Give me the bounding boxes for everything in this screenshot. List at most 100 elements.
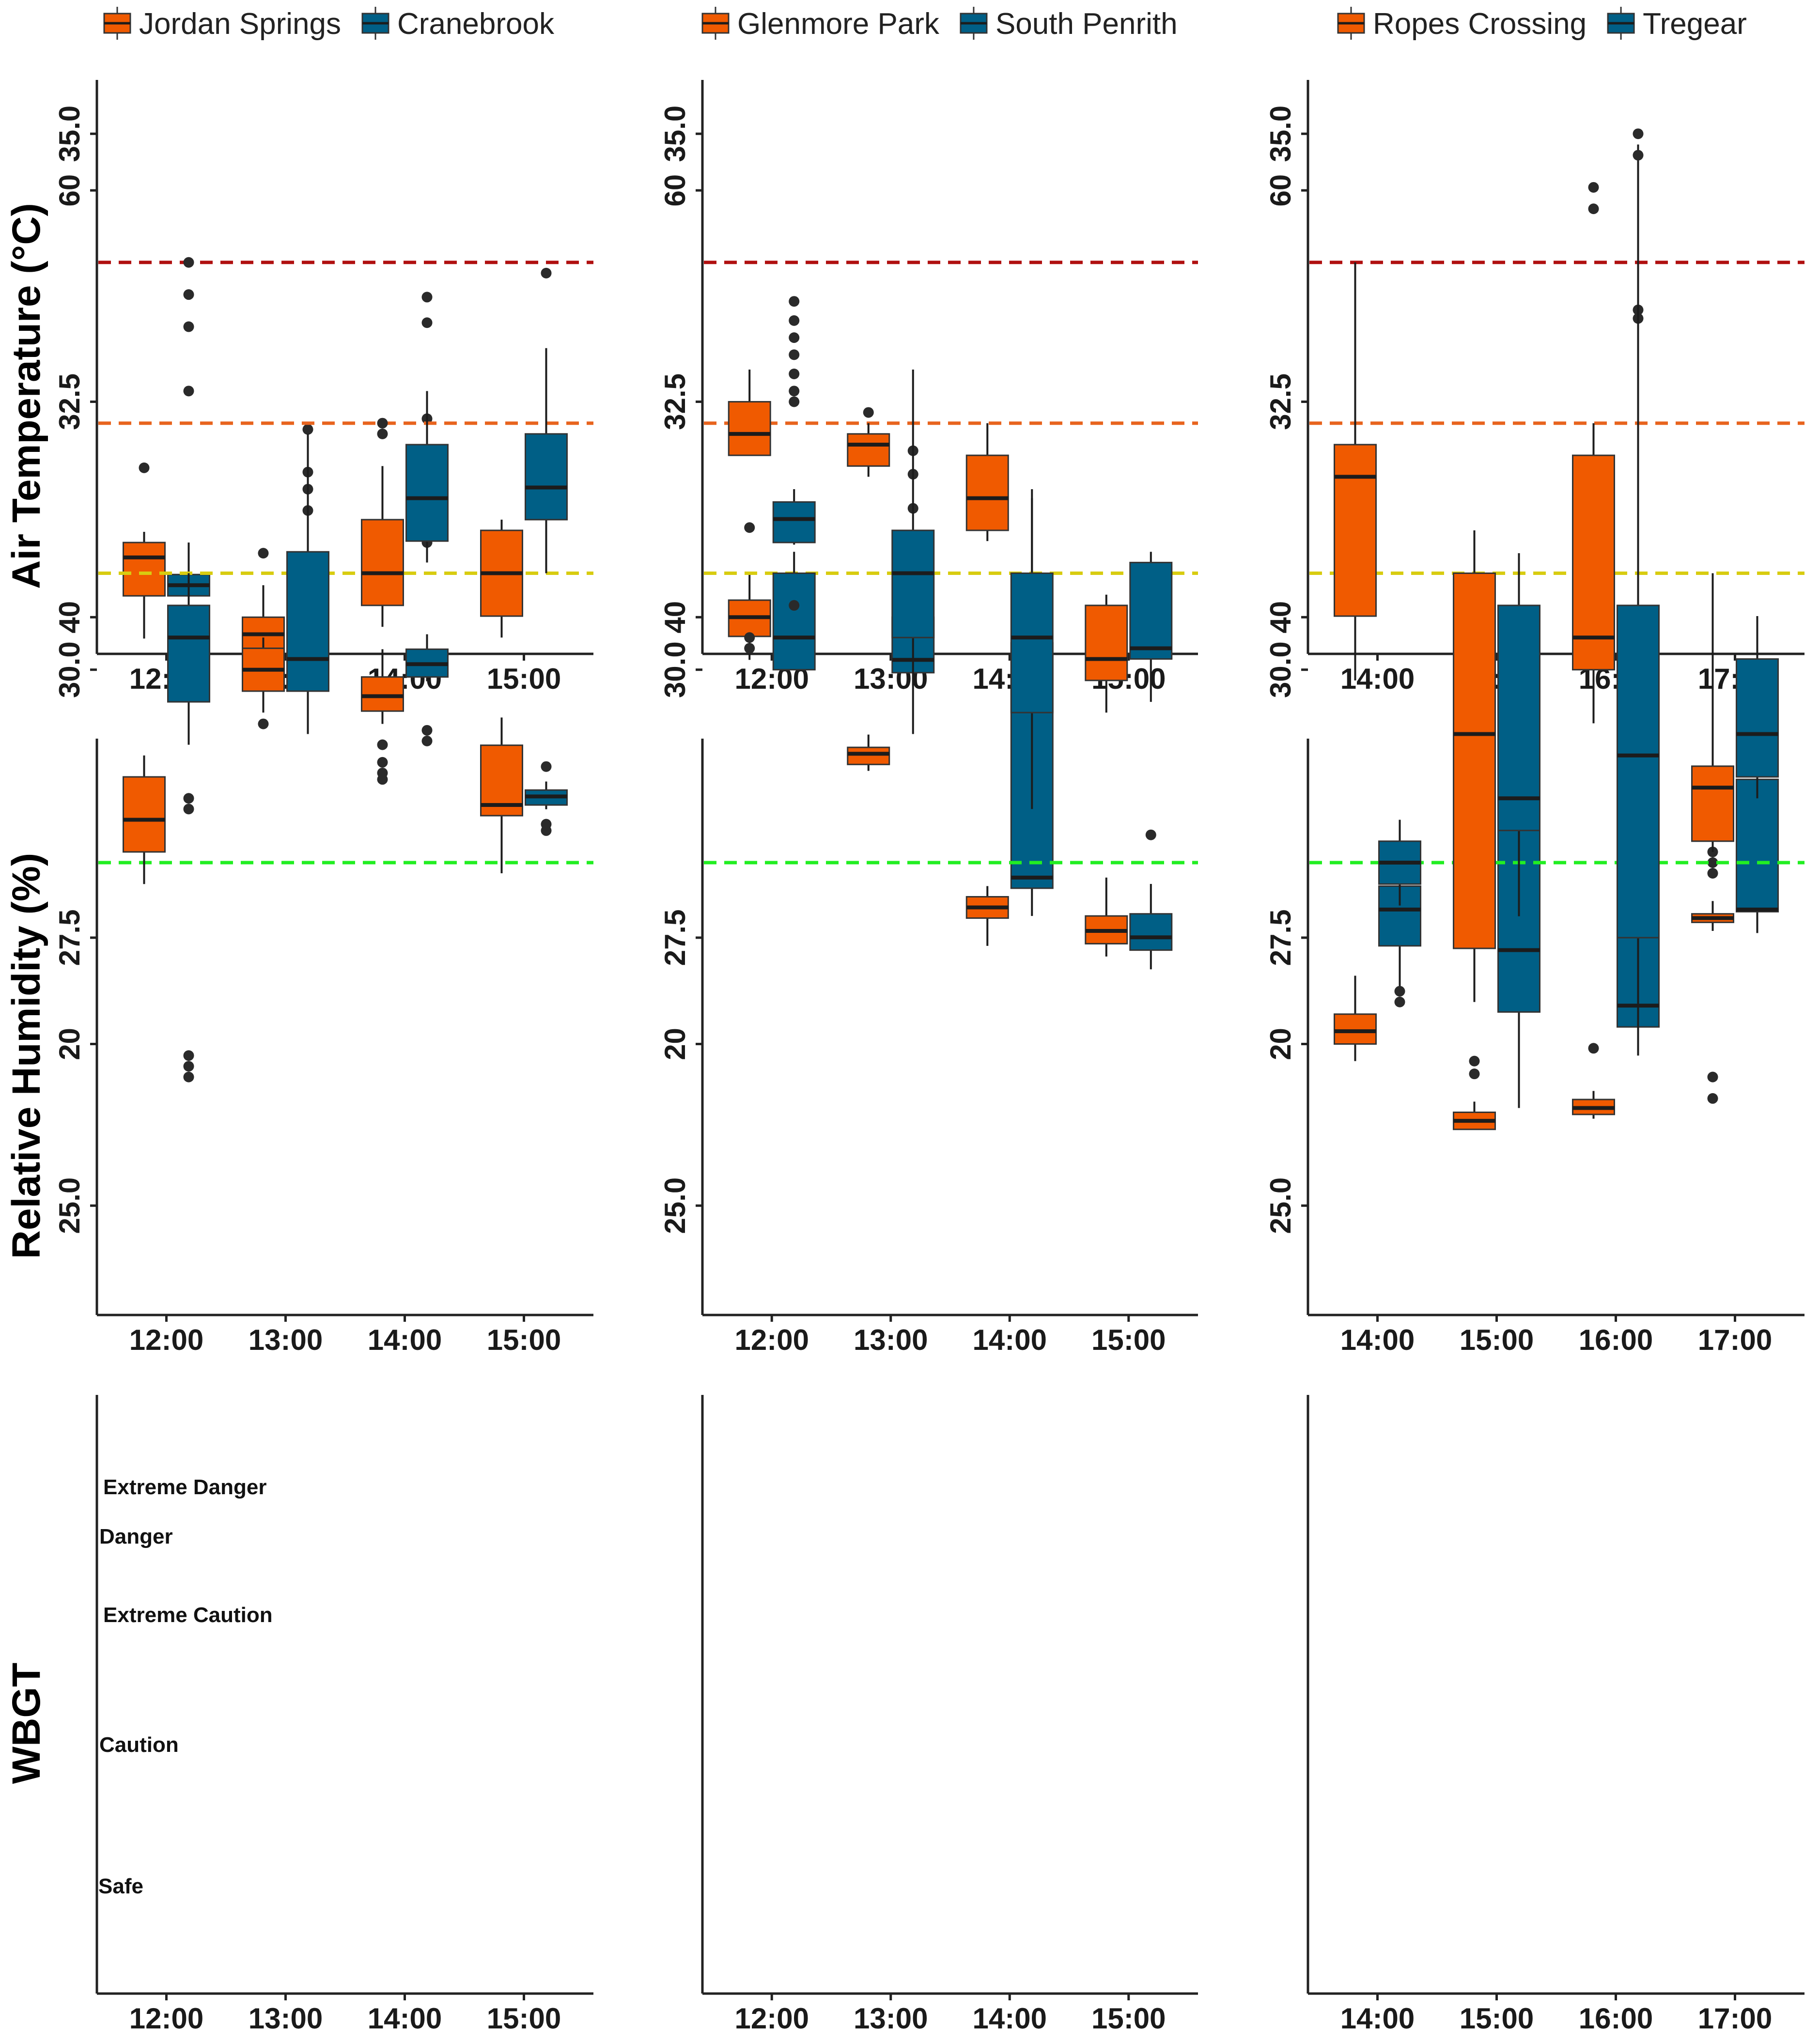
box-blue-14:00 xyxy=(405,391,449,563)
box-body xyxy=(965,454,1009,531)
box-blue-13:00 xyxy=(286,433,329,734)
y-tick-label: 35.0 xyxy=(1264,106,1297,162)
box-body xyxy=(772,572,816,671)
box-blue-15:00 xyxy=(525,267,568,573)
y-tick-label: 20 xyxy=(659,1028,691,1060)
box-body xyxy=(525,433,568,521)
box-orange-12:00 xyxy=(123,755,166,884)
outlier-point xyxy=(183,289,194,300)
y-tick-label: 20 xyxy=(1264,1028,1297,1060)
outlier-point xyxy=(1707,868,1718,879)
outlier-point xyxy=(744,632,755,643)
outlier-point xyxy=(377,739,388,750)
panel-wbgt-1: 25.0 27.5 30.0 32.5 35.0 12:00 13:00 14:00 15:00… xyxy=(53,106,593,2035)
box-blue-13:00 xyxy=(891,370,935,734)
box-blue-16:00 xyxy=(1617,128,1660,1056)
outlier-point xyxy=(1394,986,1405,997)
box-body xyxy=(361,676,404,712)
y-tick-label: 32.5 xyxy=(659,373,691,430)
x-tick-label: 14:00 xyxy=(368,1324,442,1356)
outlier-point xyxy=(789,600,800,611)
y-tick-label: 40 xyxy=(53,601,86,634)
box-orange-17:00 xyxy=(1691,846,1734,931)
box-body xyxy=(1497,604,1540,832)
box-orange-13:00 xyxy=(242,637,285,713)
x-tick-label: 12:00 xyxy=(129,1324,203,1356)
outlier-point xyxy=(789,396,800,407)
zone-label-danger: Danger xyxy=(99,1525,173,1548)
box-orange-17:00 xyxy=(1691,573,1734,1104)
y-tick-label: 60 xyxy=(1264,174,1297,207)
outlier-point xyxy=(377,767,388,778)
box-orange-14:00 xyxy=(361,418,404,750)
box-orange-16:00 xyxy=(1572,182,1615,724)
y-axis-labels: Air Temperature (°C) Relative Humidity (%… xyxy=(4,203,48,1784)
legend-col-1: Jordan Springs Cranebrook xyxy=(103,7,555,41)
outlier-point xyxy=(541,819,552,830)
legend-label: Cranebrook xyxy=(397,7,555,41)
legend-col-2: Glenmore Park South Penrith xyxy=(701,7,1178,41)
box-orange-14:00 xyxy=(965,423,1009,541)
outlier-point xyxy=(1469,1055,1480,1067)
outlier-point xyxy=(377,428,388,439)
box-orange-15:00 xyxy=(1453,1055,1496,1130)
y-tick-label: 27.5 xyxy=(659,910,691,966)
box-body xyxy=(1736,658,1779,778)
x-tick-label: 15:00 xyxy=(1091,1324,1166,1356)
box-body xyxy=(123,541,166,597)
outlier-point xyxy=(1707,857,1718,868)
outlier-point xyxy=(1145,829,1156,840)
outlier-point xyxy=(183,386,194,397)
outlier-point xyxy=(183,1071,194,1083)
outlier-point xyxy=(1707,846,1718,857)
x-tick-label: 16:00 xyxy=(1579,1324,1653,1356)
box-body xyxy=(1691,765,1734,842)
outlier-point xyxy=(744,643,755,654)
x-tick-label: 17:00 xyxy=(1698,1324,1772,1356)
box-orange-14:00 xyxy=(1334,262,1377,681)
outlier-point xyxy=(789,296,800,307)
box-blue-12:00 xyxy=(772,296,816,545)
box-orange-15:00 xyxy=(1085,594,1128,713)
outlier-point xyxy=(1588,1043,1599,1054)
y-tick-label: 32.5 xyxy=(53,373,86,430)
box-orange-15:00 xyxy=(480,519,523,638)
legend-col-3: Ropes Crossing Tregear xyxy=(1337,7,1747,41)
box-body xyxy=(728,401,771,456)
zone-label-extreme-danger: Extreme Danger xyxy=(103,1475,266,1499)
x-tick-label: 15:00 xyxy=(487,663,561,695)
outlier-point xyxy=(789,315,800,326)
legends: Jordan Springs Cranebrook Glenmore Park Sou… xyxy=(103,7,1747,41)
box-blue-14:00 xyxy=(1010,498,1054,809)
x-tick-label: 14:00 xyxy=(1340,663,1415,695)
outlier-point xyxy=(183,793,194,804)
box-body xyxy=(361,519,404,606)
outlier-point xyxy=(1588,182,1599,193)
outlier-point xyxy=(258,548,269,559)
box-blue-15:00 xyxy=(525,761,568,836)
y-tick-label: 35.0 xyxy=(53,106,86,162)
box-body xyxy=(1334,444,1377,617)
zone-label-safe: Safe xyxy=(98,1874,143,1898)
y-tick-label: 35.0 xyxy=(659,106,691,162)
y-tick-label: 30.0 xyxy=(1264,641,1297,698)
outlier-point xyxy=(789,332,800,343)
outlier-point xyxy=(302,424,313,435)
outlier-point xyxy=(744,522,755,533)
outlier-point xyxy=(1707,1071,1718,1083)
y-tick-label: 60 xyxy=(659,174,691,207)
box-body xyxy=(847,433,890,467)
box-blue-15:00 xyxy=(1129,552,1173,702)
box-orange-14:00 xyxy=(1334,975,1377,1061)
outlier-point xyxy=(183,1061,194,1072)
box-orange-14:00 xyxy=(361,584,404,785)
outlier-point xyxy=(1588,203,1599,215)
box-blue-15:00 xyxy=(1129,829,1173,970)
outlier-point xyxy=(421,725,433,736)
box-orange-12:00 xyxy=(728,370,771,654)
outlier-point xyxy=(183,804,194,815)
y-tick-label: 30.0 xyxy=(53,641,86,698)
outlier-point xyxy=(1633,150,1644,161)
x-tick-label: 13:00 xyxy=(249,1324,323,1356)
x-tick-label: 14:00 xyxy=(1340,1324,1415,1356)
